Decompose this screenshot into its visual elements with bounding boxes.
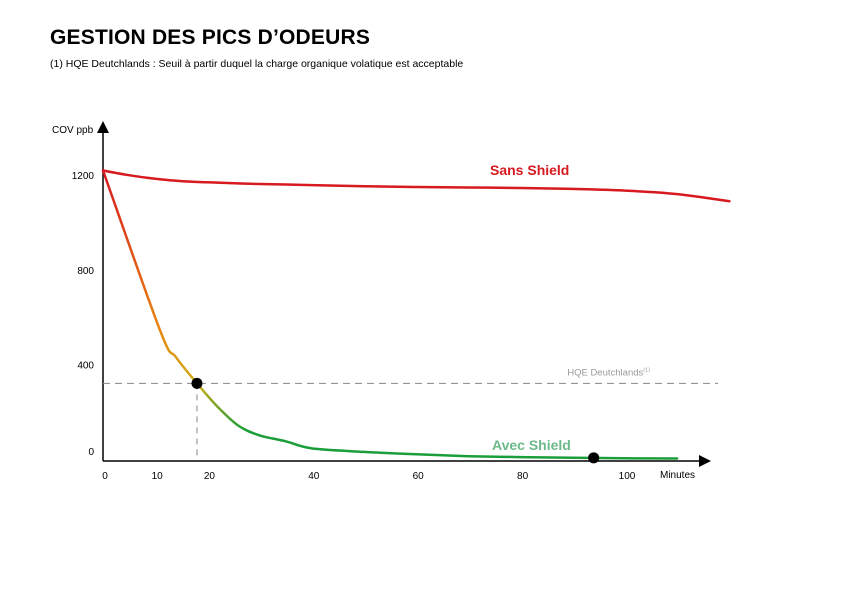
y-tick-label: 800 [77,266,94,277]
x-tick-labels: 0 10 20 40 60 80 100 [102,471,636,482]
x-tick-label: 100 [619,471,636,482]
x-tick-label: 20 [204,471,216,482]
y-tick-labels: 0 400 800 1200 [72,171,95,458]
x-tick-label: 80 [517,471,529,482]
y-axis-title: COV ppb [52,125,94,136]
reference-label-text: HQE Deutchlands [567,367,643,378]
y-tick-label: 0 [88,447,94,458]
reference-label-superscript: (1) [643,367,650,373]
data-marker [588,452,600,464]
chart-title: GESTION DES PICS D’ODEURS [50,26,371,49]
chart-subtitle: (1) HQE Deutchlands : Seuil à partir duq… [50,58,464,70]
x-tick-label: 60 [413,471,425,482]
series-line-avec-shield [101,169,679,460]
x-tick-label: 0 [102,471,108,482]
y-tick-label: 1200 [72,171,95,182]
x-tick-label: 40 [308,471,320,482]
series-label-sans-shield: Sans Shield [490,162,569,178]
reference-line-label: HQE Deutchlands(1) [567,367,650,378]
y-tick-label: 400 [77,360,94,371]
x-tick-label: 10 [152,471,164,482]
data-marker [191,377,203,389]
x-axis-title: Minutes [660,470,695,481]
series-line-sans-shield [101,169,731,203]
series-label-avec-shield: Avec Shield [492,437,571,453]
